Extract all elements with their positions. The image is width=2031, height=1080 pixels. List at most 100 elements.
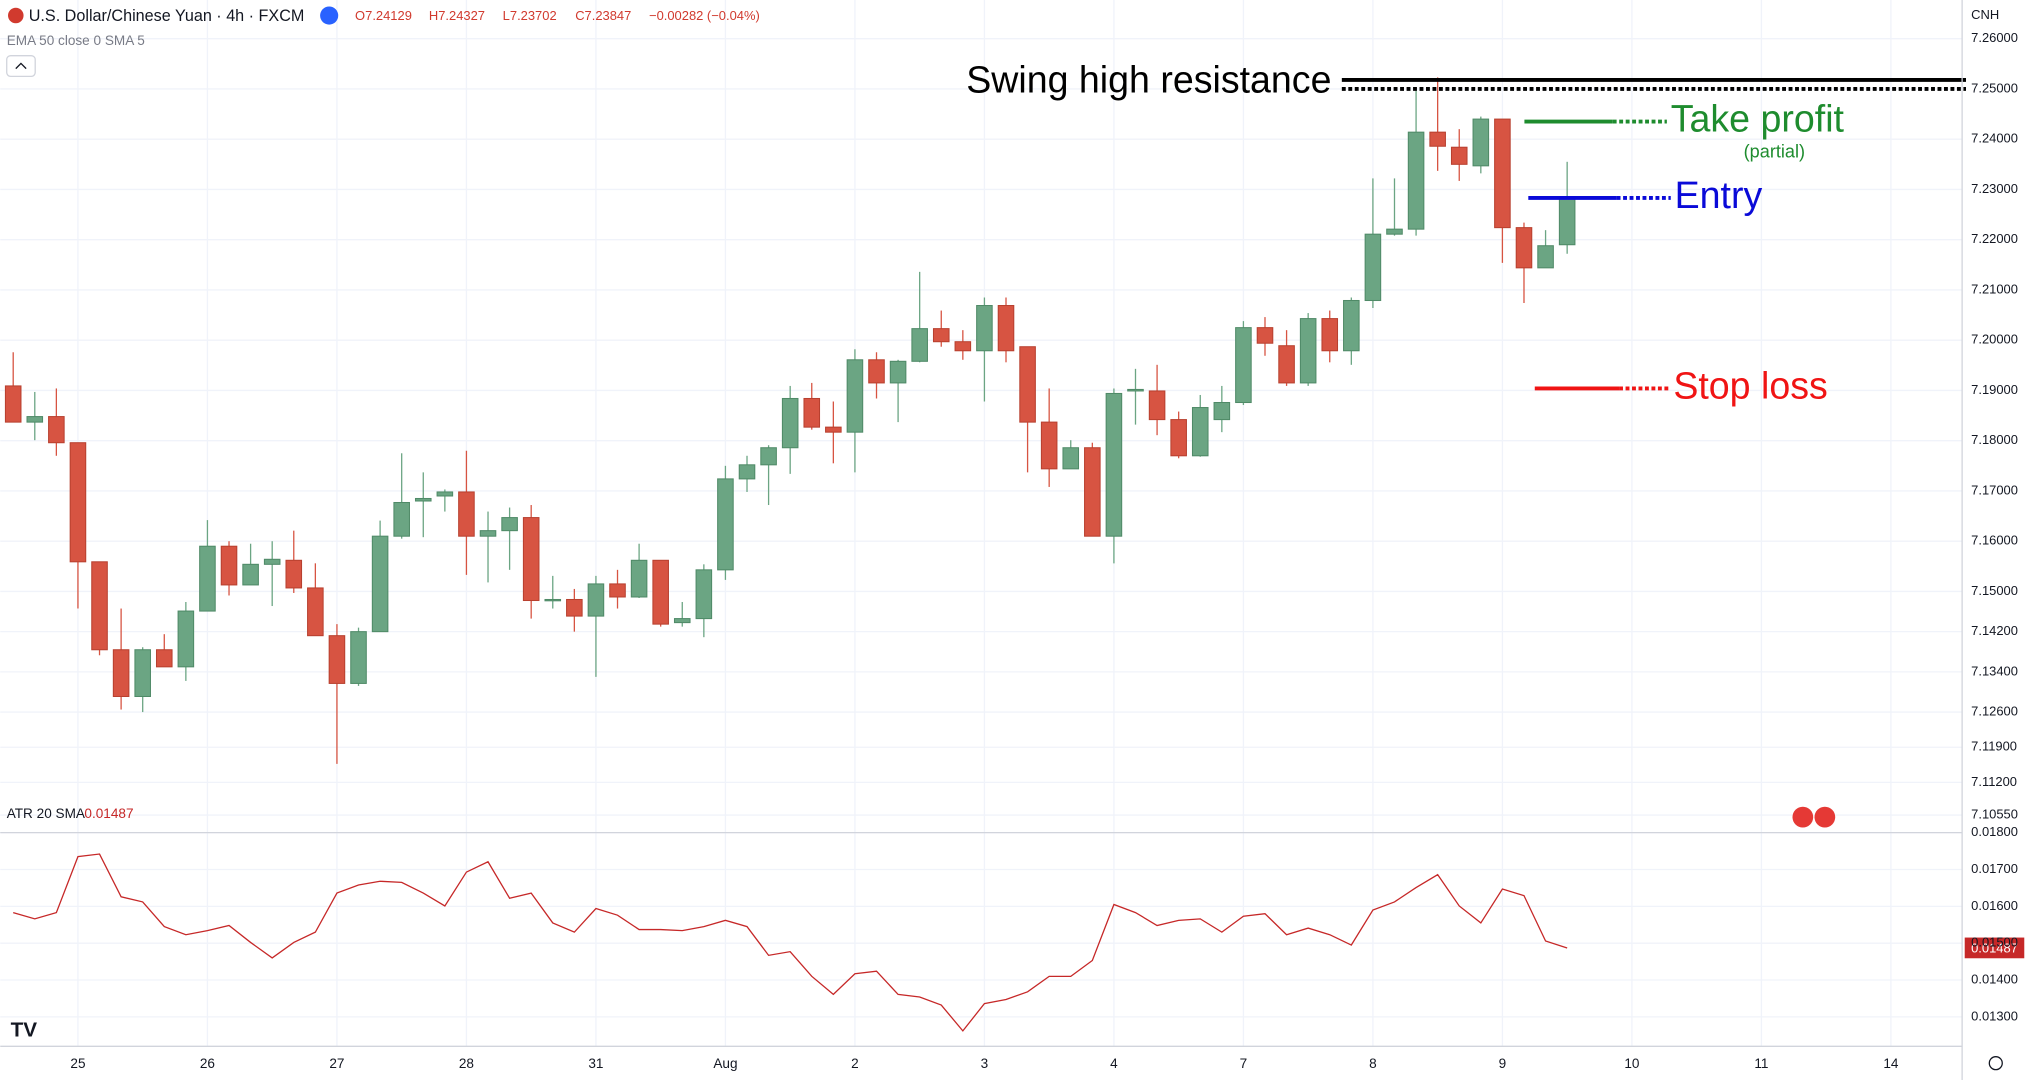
- candle-body: [1558, 197, 1576, 246]
- symbol-title: U.S. Dollar/Chinese Yuan · 4h · FXCM: [29, 7, 305, 25]
- y-tick-label: 7.23000: [1971, 181, 2018, 196]
- indicator-label[interactable]: EMA 50 close 0 SMA 5: [7, 33, 145, 48]
- y2-tick-label: 0.01500: [1971, 935, 2018, 950]
- flag-icon: [1814, 806, 1836, 828]
- x-tick-label: 3: [981, 1056, 989, 1071]
- candle-body: [242, 563, 259, 586]
- candle-body: [846, 359, 864, 433]
- candle-body: [1105, 392, 1123, 537]
- candle-body: [155, 649, 173, 668]
- open-value: O7.24129: [355, 8, 412, 23]
- candle-body: [177, 610, 195, 668]
- y-tick-label: 7.11900: [1971, 739, 2017, 754]
- candle-body: [781, 397, 799, 449]
- y-tick-label: 7.18000: [1971, 432, 2018, 447]
- candle-body: [652, 559, 669, 625]
- y-tick-label: 7.17000: [1971, 482, 2018, 497]
- x-tick-label: 8: [1369, 1056, 1377, 1071]
- atr-badge: [1964, 937, 2025, 959]
- x-tick-label: 25: [70, 1056, 85, 1071]
- candle-body: [112, 649, 130, 697]
- candle-body: [1084, 447, 1101, 537]
- settings-icon[interactable]: [1988, 1056, 2003, 1071]
- annotation-label: Take profit: [1671, 98, 1845, 140]
- annotation-label: Entry: [1675, 174, 1763, 216]
- flag-icon: [1792, 806, 1814, 828]
- replay-button[interactable]: [320, 6, 339, 25]
- candle-body: [458, 491, 475, 537]
- y-tick-label: 7.14200: [1971, 623, 2018, 638]
- candle-body: [1472, 118, 1490, 167]
- y2-tick-label: 0.01700: [1971, 861, 2018, 876]
- y-tick-label: 7.11200: [1971, 774, 2017, 789]
- atr-badge-label: 0.01487: [1971, 941, 2018, 956]
- candle-body: [1494, 118, 1511, 229]
- candle-body: [544, 598, 562, 602]
- y2-tick-label: 0.01600: [1971, 898, 2018, 913]
- candle-body: [285, 559, 303, 589]
- candle-body: [609, 583, 626, 598]
- y-tick-label: 7.10550: [1971, 806, 2018, 821]
- candle-body: [1343, 299, 1360, 352]
- y-tick-label: 7.12600: [1971, 703, 2018, 718]
- candle-body: [1515, 227, 1533, 269]
- y-tick-label: 7.15000: [1971, 583, 2018, 598]
- candle-body: [307, 587, 324, 637]
- y-tick-label: 7.16000: [1971, 533, 2018, 548]
- candle-body: [69, 442, 87, 563]
- candle-body: [91, 561, 108, 651]
- candle-body: [414, 497, 432, 502]
- y-tick-label: 7.25000: [1971, 80, 2018, 95]
- candle-body: [199, 545, 216, 612]
- candle-body: [1429, 131, 1446, 147]
- candle-body: [393, 501, 410, 537]
- candle-body: [825, 426, 842, 433]
- candle-body: [1278, 345, 1295, 384]
- candle-body: [587, 583, 605, 617]
- x-tick-label: 4: [1110, 1056, 1118, 1071]
- ohlc: O7.24129 H7.24327 L7.23702 C7.23847 −0.00282…: [355, 8, 760, 23]
- candle-body: [1019, 346, 1036, 423]
- candle-body: [760, 447, 777, 466]
- x-tick-label: 31: [588, 1056, 603, 1071]
- candle-body: [1127, 388, 1144, 392]
- candle-body: [220, 545, 238, 586]
- collapse-button[interactable]: [6, 55, 36, 78]
- annotation-note: (partial): [1744, 141, 1805, 161]
- candle-body: [932, 328, 950, 343]
- marks: [4, 77, 1967, 1032]
- candle-body: [1364, 233, 1382, 302]
- candle-body: [4, 385, 22, 423]
- candle-body: [1213, 401, 1231, 421]
- atr-title: ATR 20 SMA: [7, 806, 86, 821]
- atr-value: 0.01487: [84, 806, 133, 821]
- y2-tick-label: 0.01800: [1971, 824, 2018, 839]
- candle-body: [263, 558, 281, 565]
- symbol-icon: [8, 7, 24, 24]
- candle-body: [1062, 447, 1080, 470]
- x-tick-label: 9: [1499, 1056, 1507, 1071]
- x-tick-label: 7: [1240, 1056, 1248, 1071]
- candle-body: [673, 618, 691, 624]
- candle-body: [889, 360, 907, 384]
- candle-body: [134, 649, 151, 697]
- x-tick-label: 10: [1624, 1056, 1640, 1071]
- candle-body: [350, 631, 367, 684]
- candle-body: [717, 478, 734, 571]
- grid: [0, 0, 1963, 1047]
- high-value: H7.24327: [429, 8, 485, 23]
- candle-body: [630, 559, 648, 598]
- candle-body: [695, 569, 713, 620]
- candle-body: [1321, 318, 1339, 352]
- candle-body: [501, 517, 518, 532]
- x-tick-label: Aug: [713, 1056, 737, 1071]
- x-tick-label: 26: [200, 1056, 215, 1071]
- candle-body: [911, 328, 928, 362]
- y2-tick-label: 0.01300: [1971, 1008, 2018, 1023]
- candle-body: [738, 464, 756, 480]
- x-tick-label: 28: [459, 1056, 474, 1071]
- x-tick-label: 14: [1883, 1056, 1899, 1071]
- candle-body: [1148, 390, 1166, 421]
